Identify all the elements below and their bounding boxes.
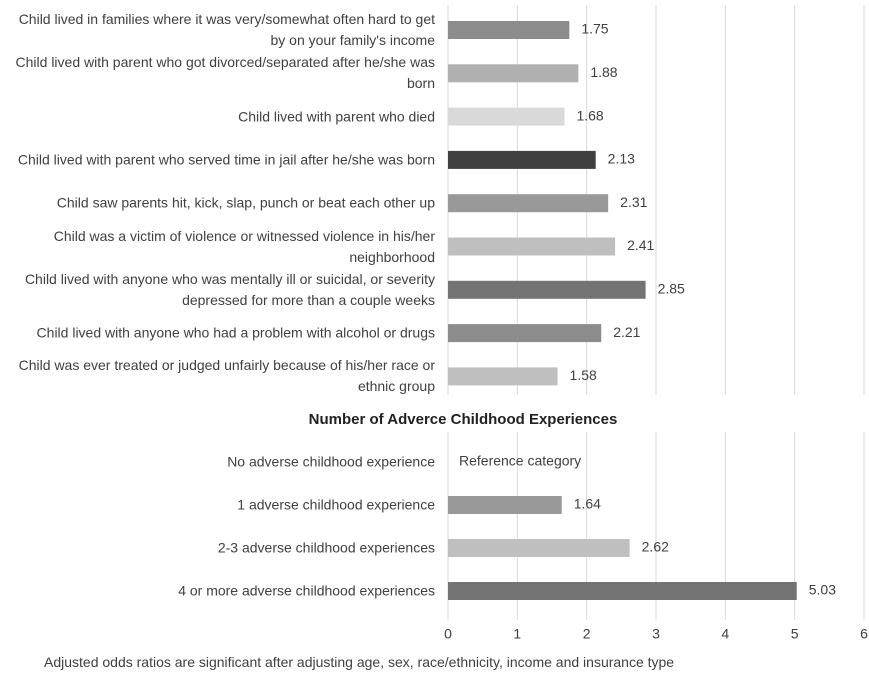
bar [448,64,579,83]
bar [448,237,616,256]
value-label: 1.58 [570,367,597,383]
x-tick-label: 3 [652,626,660,642]
value-label: 2.31 [620,194,647,210]
category-label: No adverse childhood experience [227,453,435,470]
category-label: 2-3 adverse childhood experiences [217,539,435,556]
value-label: 2.85 [658,281,685,297]
bar [448,150,596,169]
category-label: Child was a victim of violence or witnes… [53,227,435,265]
annotation: Reference category [459,453,581,469]
value-label: 2.21 [613,324,640,340]
value-label: 2.62 [642,539,669,555]
category-label: 4 or more adverse childhood experiences [178,582,435,599]
value-label: 5.03 [809,582,836,598]
value-label: 1.75 [581,21,608,37]
category-label: Child lived with parent who died [238,108,435,125]
category-label: Child lived with parent who served time … [17,151,435,168]
bar [448,539,630,557]
category-label: Child saw parents hit, kick, slap, punch… [56,194,435,211]
caption: Adjusted odds ratios are significant aft… [44,654,675,670]
value-label: 2.41 [627,237,654,253]
category-label: Child lived with anyone who had a proble… [36,324,435,341]
x-tick-label: 6 [860,626,868,642]
bar [448,107,565,126]
bar [448,21,570,39]
category-label: Child lived with parent who got divorced… [15,54,435,92]
value-label: 1.68 [576,107,603,123]
value-label: 1.64 [574,496,601,512]
panel-title: Number of Adverce Childhood Experiences [309,411,618,428]
x-tick-label: 5 [791,626,799,642]
category-label: Child lived in families where it was ver… [18,11,435,48]
x-tick-label: 1 [513,626,521,642]
value-label: 2.13 [608,151,635,167]
x-tick-label: 2 [583,626,591,642]
category-label: 1 adverse childhood experience [237,496,435,513]
bar [448,280,646,299]
category-label: Child lived with anyone who was mentally… [24,270,435,308]
bar [448,367,558,386]
x-tick-label: 4 [721,626,729,642]
x-tick-label: 0 [444,626,452,642]
bar [448,582,797,600]
bar [448,496,562,514]
category-label: Child was ever treated or judged unfairl… [18,357,435,395]
bar [448,194,609,213]
bar [448,324,602,343]
value-label: 1.88 [590,64,617,80]
